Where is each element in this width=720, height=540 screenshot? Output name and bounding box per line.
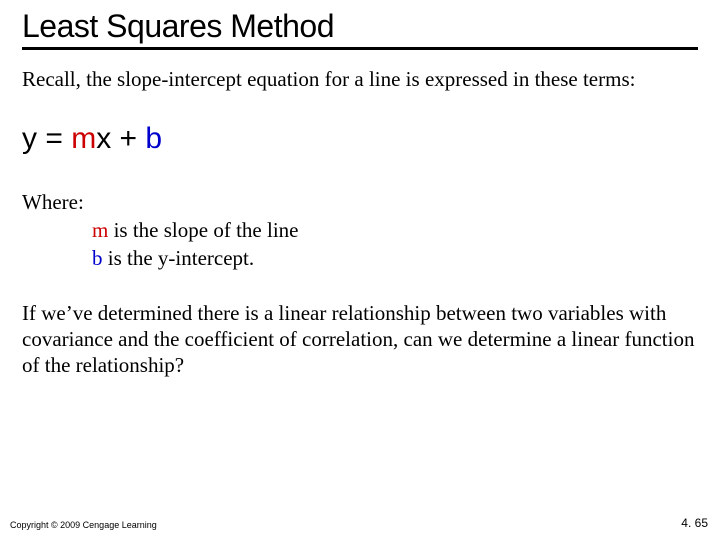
equation: y = mx + b [22,122,698,156]
intro-text: Recall, the slope-intercept equation for… [22,66,698,92]
eq-x: x [96,122,111,155]
slide: Least Squares Method Recall, the slope-i… [0,0,720,540]
copyright-text: Copyright © 2009 Cengage Learning [10,520,157,530]
eq-y: y [22,122,37,155]
def-b-symbol: b [92,246,103,270]
def-m-line: m is the slope of the line [92,217,698,244]
page-number: 4. 65 [681,516,708,530]
eq-equals: = [37,122,71,155]
def-m-text: is the slope of the line [108,218,298,242]
eq-plus: + [111,122,145,155]
closing-text: If we’ve determined there is a linear re… [22,300,698,379]
eq-b: b [145,122,162,155]
slide-title: Least Squares Method [22,8,698,50]
where-label: Where: [22,190,698,215]
eq-m: m [71,122,96,155]
def-b-text: is the y-intercept. [103,246,255,270]
def-b-line: b is the y-intercept. [92,245,698,272]
def-m-symbol: m [92,218,108,242]
definitions: m is the slope of the line b is the y-in… [92,217,698,272]
